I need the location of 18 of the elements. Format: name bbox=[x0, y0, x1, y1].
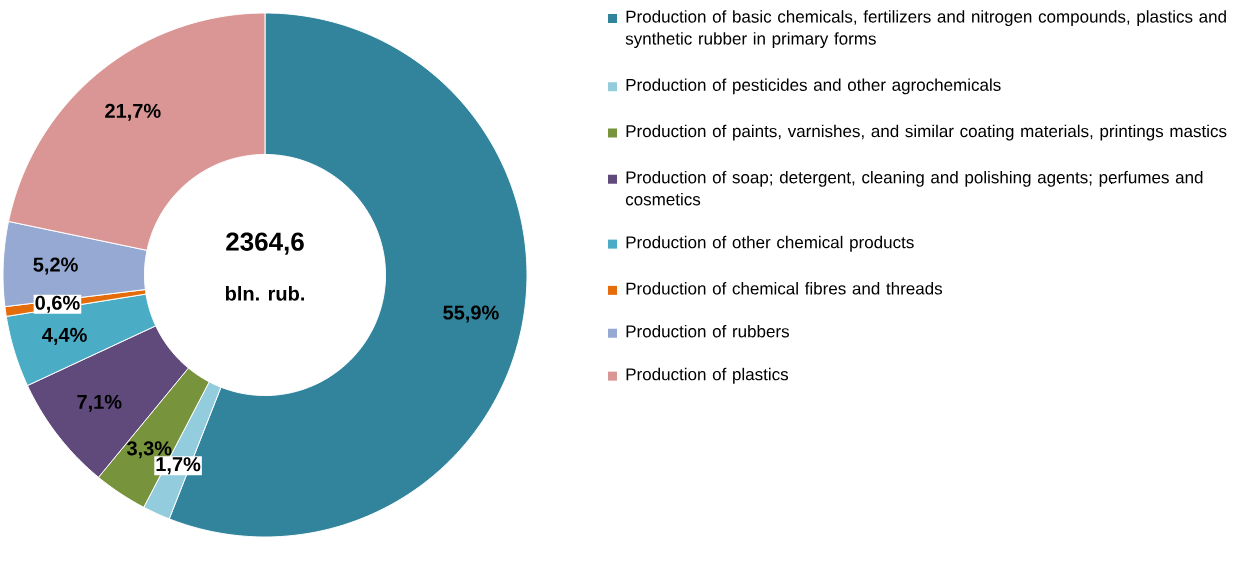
data-label: 7,1% bbox=[77, 394, 122, 412]
legend-label: Production of basic chemicals, fertilizers and nitrogen compounds, plastics and synthetic rubber in primary forms bbox=[625, 10, 1226, 49]
legend-label: Production of soap; detergent, cleaning and polishing agents; perfumes and cosmetics bbox=[625, 170, 1203, 206]
data-label: 1,7% bbox=[156, 457, 201, 475]
legend-label: Production of rubbers bbox=[626, 324, 789, 338]
data-label: 21,7% bbox=[105, 103, 161, 121]
text: 2364,6 bbox=[226, 232, 304, 255]
legend-label: Production of other chemical products bbox=[626, 235, 914, 252]
data-label: 55,9% bbox=[443, 305, 499, 323]
data-label: 5,2% bbox=[33, 257, 78, 275]
legend-label: Production of pesticides and other agrochemicals bbox=[626, 78, 1001, 95]
text: bln. rub. bbox=[225, 285, 305, 301]
data-label: 3,3% bbox=[126, 441, 172, 459]
data-label: 0,6% bbox=[35, 295, 80, 313]
legend-label: Production of plastics bbox=[626, 367, 789, 384]
legend-label: Production of paints, varnishes, and similar coating materials, printings mastics bbox=[626, 124, 1227, 141]
legend-label: Production of chemical fibres and threads bbox=[626, 282, 943, 295]
data-label: 4,4% bbox=[42, 327, 87, 345]
